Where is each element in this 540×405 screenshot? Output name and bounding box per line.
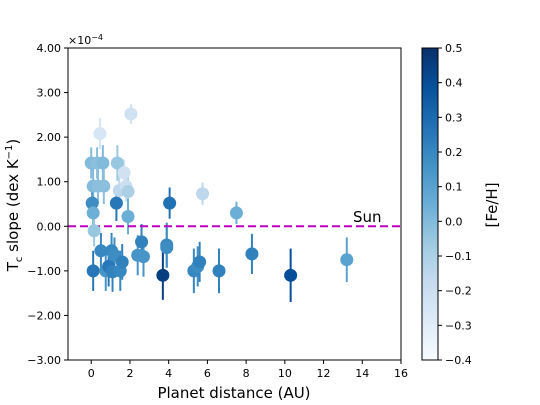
colorbar-tick-label: 0.2	[445, 146, 463, 159]
data-point	[156, 268, 170, 282]
data-point	[124, 107, 138, 121]
data-point	[284, 268, 298, 282]
colorbar-tick-label: 0.0	[445, 215, 463, 228]
data-point	[85, 196, 99, 210]
x-tick-label: 6	[204, 367, 211, 380]
data-point	[121, 185, 135, 199]
y-tick-label: −2.00	[27, 309, 61, 322]
data-point	[137, 250, 151, 264]
data-point	[135, 235, 149, 249]
x-tick-label: 2	[126, 367, 133, 380]
data-point	[94, 244, 108, 258]
data-point	[340, 253, 354, 267]
y-tick-label: 1.00	[37, 176, 62, 189]
y-tick-label: 0.00	[37, 220, 62, 233]
sun-label: Sun	[353, 208, 382, 226]
x-tick-label: 14	[355, 367, 369, 380]
data-point	[96, 156, 110, 170]
colorbar-tick-label: −0.4	[445, 354, 472, 367]
y-axis-label: Tc slope (dex K−1)	[4, 139, 25, 273]
y-axis-multiplier: ×10−4	[68, 33, 103, 47]
x-tick-label: 8	[243, 367, 250, 380]
y-tick-label: 3.00	[37, 87, 62, 100]
data-point	[87, 224, 101, 238]
data-point	[163, 196, 177, 210]
data-point	[109, 196, 123, 210]
data-point	[193, 255, 207, 269]
colorbar-tick-label: 0.5	[445, 42, 463, 55]
colorbar-label: [Fe/H]	[483, 182, 501, 227]
y-tick-label: −3.00	[27, 354, 61, 367]
y-tick-label: 2.00	[37, 131, 62, 144]
data-point	[110, 156, 124, 170]
colorbar-tick-label: −0.1	[445, 250, 472, 263]
colorbar-tick-label: 0.3	[445, 111, 463, 124]
x-tick-label: 10	[278, 367, 292, 380]
data-point	[86, 206, 100, 220]
colorbar-tick-label: −0.2	[445, 285, 472, 298]
y-tick-label: 4.00	[37, 42, 62, 55]
data-point	[245, 247, 259, 261]
data-point	[229, 206, 243, 220]
data-point	[196, 187, 210, 201]
colorbar-tick-label: 0.4	[445, 77, 463, 90]
colorbar	[421, 47, 439, 361]
x-tick-label: 16	[394, 367, 408, 380]
data-point	[93, 127, 107, 141]
data-point	[97, 179, 111, 193]
y-axis-ticks: −3.00 −2.00 −1.00 0.00 1.00 2.00 3.00 4.00	[27, 42, 68, 367]
plot-frame	[67, 47, 402, 361]
data-point	[117, 166, 131, 180]
data-point	[212, 264, 226, 278]
x-tick-label: 4	[165, 367, 172, 380]
data-point	[121, 209, 135, 223]
colorbar-tick-label: −0.3	[445, 319, 472, 332]
y-tick-label: −1.00	[27, 265, 61, 278]
colorbar-ticks: −0.4 −0.3 −0.2 −0.1 0.0 0.1 0.2 0.3 0.4 0.5	[438, 42, 472, 367]
colorbar-tick-label: 0.1	[445, 181, 463, 194]
data-point	[86, 264, 100, 278]
data-point	[115, 255, 129, 269]
x-axis-label: Planet distance (AU)	[157, 384, 310, 402]
x-axis-ticks: 0 2 4 6 8 10 12 14 16	[88, 360, 408, 380]
data-point	[160, 241, 174, 255]
x-tick-label: 12	[317, 367, 331, 380]
x-tick-label: 0	[88, 367, 95, 380]
data-markers	[84, 107, 354, 282]
